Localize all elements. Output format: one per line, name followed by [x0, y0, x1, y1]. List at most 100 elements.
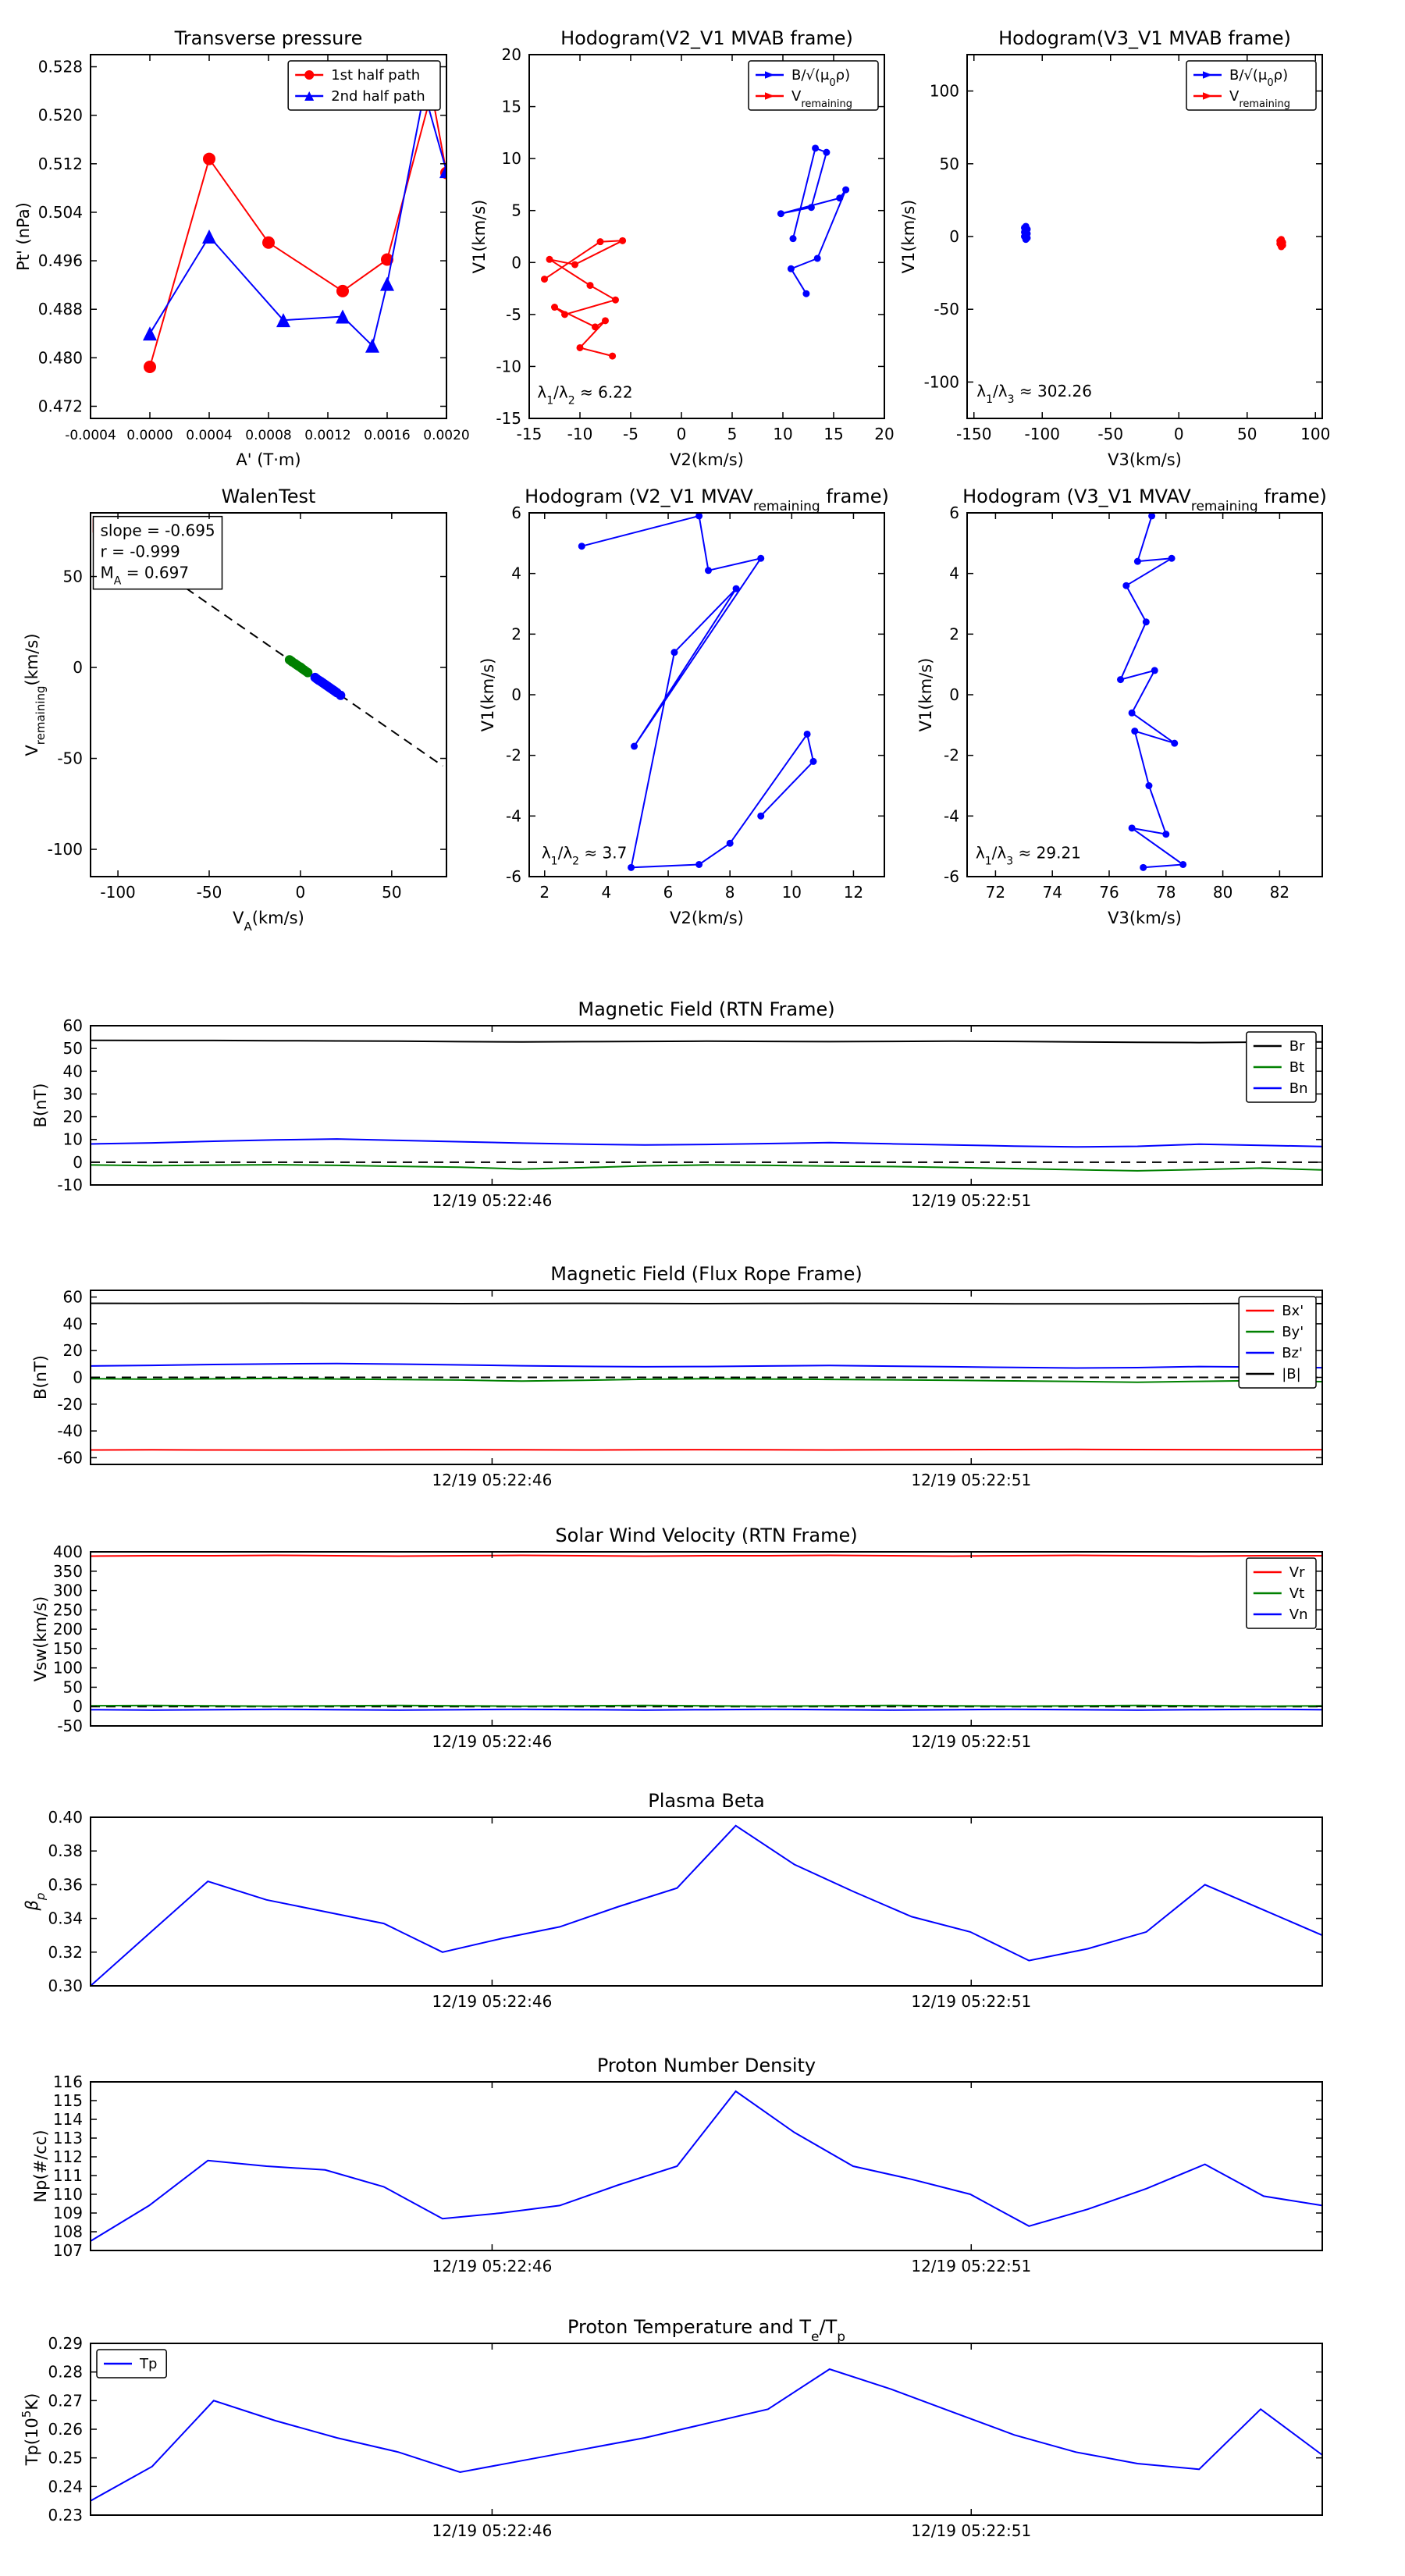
x-tick-label: 8 — [725, 883, 735, 902]
x-tick-label: -15 — [517, 425, 542, 443]
annotation-text: MA = 0.697 — [101, 564, 190, 588]
y-tick-label: -50 — [934, 300, 959, 318]
ticks: -150 -100 -50 0 50 100 -100 -50 0 50 100 — [924, 55, 1330, 443]
x-tick-label: -50 — [1097, 425, 1123, 443]
chart-title: Hodogram(V2_V1 MVAB frame) — [560, 27, 853, 49]
x-axis-label: A' (T·m) — [236, 450, 301, 469]
x-tick-label: 15 — [823, 425, 843, 443]
chart-title: Magnetic Field (Flux Rope Frame) — [550, 1263, 862, 1285]
ticks: -0.0004 0.0000 0.0004 0.0008 0.0012 0.0016 0.0… — [38, 55, 470, 443]
legend-label: Vremaining — [1229, 88, 1290, 110]
x-tick-label: 0.0004 — [186, 428, 232, 443]
legend-label: Br — [1289, 1038, 1305, 1055]
y-tick-label: 0 — [511, 685, 521, 704]
y-tick-label: -100 — [48, 840, 83, 859]
plot-content — [578, 512, 817, 871]
y-tick-label: 60 — [63, 1288, 83, 1307]
x-tick-label: 72 — [986, 883, 1005, 902]
series-vremaining-markers — [1276, 236, 1286, 251]
x-tick-label: 5 — [727, 425, 738, 443]
x-tick-label: -50 — [197, 883, 222, 902]
plot-area — [529, 55, 884, 418]
legend-label: Bt — [1289, 1059, 1304, 1076]
legend-label: B/√(μ0ρ) — [1229, 67, 1288, 89]
annotation-text: λ1/λ2 ≈ 3.7 — [542, 844, 628, 868]
y-axis-label: V1(km/s) — [899, 200, 918, 274]
y-tick-label: 40 — [63, 1315, 83, 1333]
x-tick-label: 12/19 05:22:46 — [432, 1992, 553, 2011]
ticks: -100 -50 0 50 -100 -50 0 50 — [48, 513, 446, 902]
y-tick-label: -60 — [57, 1448, 83, 1467]
y-tick-label: 0.29 — [48, 2334, 83, 2353]
chart-title: Solar Wind Velocity (RTN Frame) — [555, 1525, 857, 1546]
y-tick-label: -10 — [57, 1176, 83, 1194]
x-tick-label: 50 — [382, 883, 401, 902]
y-tick-label: 0 — [511, 253, 521, 272]
series-0 — [90, 2090, 1323, 2242]
chart-title: Transverse pressure — [174, 27, 363, 49]
x-axis-label: V3(km/s) — [1108, 909, 1182, 927]
x-tick-label: 6 — [663, 883, 674, 902]
ticks: 12/19 05:22:46 12/19 05:22:51 -60 -40 -20 0 20… — [57, 1288, 1322, 1489]
chart-title: Hodogram(V3_V1 MVAB frame) — [998, 27, 1291, 49]
y-tick-label: 200 — [53, 1620, 83, 1638]
y-tick-label: -5 — [506, 305, 521, 324]
x-tick-label: 76 — [1099, 883, 1119, 902]
y-axis-label: Np(#/cc) — [31, 2129, 50, 2202]
y-tick-label: 114 — [53, 2110, 83, 2129]
legend-label: Bz' — [1282, 1345, 1303, 1361]
x-tick-label: 12/19 05:22:46 — [432, 1191, 553, 1210]
x-tick-label: 12/19 05:22:51 — [911, 1732, 1031, 1751]
legend-label: Vn — [1289, 1606, 1308, 1623]
y-tick-label: 0.520 — [38, 106, 83, 125]
chart-title: Hodogram (V3_V1 MVAVremaining frame) — [962, 486, 1327, 514]
legend-label: Bx' — [1282, 1303, 1304, 1319]
chart-title: Plasma Beta — [648, 1790, 764, 1812]
y-tick-label: 50 — [63, 568, 83, 586]
y-tick-label: 111 — [53, 2166, 83, 2185]
x-tick-label: 12/19 05:22:51 — [911, 1471, 1031, 1489]
y-tick-label: 4 — [949, 564, 959, 583]
ticks: 12/19 05:22:46 12/19 05:22:51 107108109110… — [53, 2073, 1322, 2275]
y-axis-label: V1(km/s) — [478, 658, 497, 732]
axes-frame — [90, 2081, 1323, 2251]
y-tick-label: 0 — [949, 685, 959, 704]
axes-frame — [90, 512, 447, 877]
y-tick-label: 300 — [53, 1582, 83, 1600]
annotation-text: λ1/λ3 ≈ 29.21 — [976, 844, 1081, 868]
y-tick-label: 20 — [63, 1341, 83, 1360]
y-tick-label: 40 — [63, 1062, 83, 1080]
y-tick-label: 50 — [940, 155, 959, 173]
y-tick-label: 30 — [63, 1084, 83, 1103]
x-tick-label: 0 — [296, 883, 306, 902]
y-tick-label: 60 — [63, 1016, 83, 1035]
series-bt — [90, 1164, 1323, 1172]
y-tick-label: -50 — [57, 1717, 83, 1735]
annotation-text: λ1/λ3 ≈ 302.26 — [976, 382, 1092, 406]
x-tick-label: 0.0012 — [304, 428, 350, 443]
y-axis-label: Vsw(km/s) — [31, 1596, 50, 1682]
y-tick-label: 110 — [53, 2185, 83, 2204]
y-tick-label: 5 — [511, 201, 521, 220]
y-tick-label: 0.38 — [48, 1841, 83, 1860]
series-0-markers — [1117, 512, 1187, 871]
ticks: 12/19 05:22:46 12/19 05:22:51 0.23 0.24 0.25… — [48, 2334, 1322, 2540]
y-tick-label: -4 — [506, 806, 521, 825]
y-tick-label: 0 — [73, 1368, 83, 1387]
plot-content — [90, 1554, 1323, 1711]
plot-content — [90, 1824, 1323, 1987]
legend: Vr Vt Vn — [1246, 1557, 1317, 1629]
series-vr — [90, 1554, 1322, 1557]
plot-area — [91, 2343, 1322, 2515]
series-by- — [90, 1377, 1323, 1383]
x-tick-label: -100 — [1025, 425, 1060, 443]
panel-proton-density: 12/19 05:22:46 12/19 05:22:51 107108109110… — [31, 2055, 1323, 2275]
panel-transverse-pressure: -0.0004 0.0000 0.0004 0.0008 0.0012 0.0016 0.0… — [14, 27, 470, 469]
y-tick-label: 0.528 — [38, 58, 83, 76]
x-tick-label: 0.0016 — [364, 428, 410, 443]
series-0-markers — [578, 512, 817, 871]
panel-hodogram-v2v1-mvab: λ1/λ2 ≈ 6.22 -15 -10 -5 0 5 10 15 20 -15 -10 -5 0 5 10… — [470, 27, 895, 469]
y-tick-label: 100 — [53, 1659, 83, 1678]
y-tick-label: 0.472 — [38, 397, 83, 415]
y-tick-label: 0.23 — [48, 2506, 83, 2524]
